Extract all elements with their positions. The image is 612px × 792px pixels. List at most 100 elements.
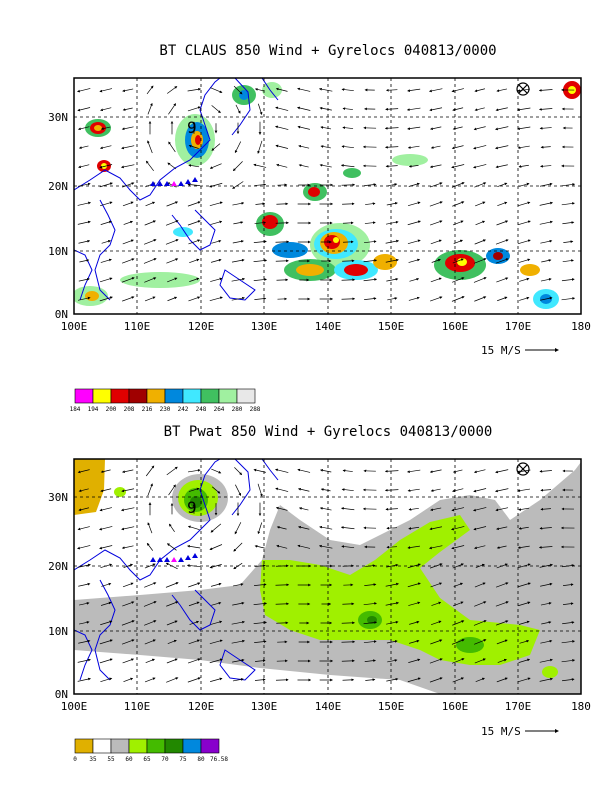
bot-wind-arrow bbox=[254, 678, 266, 682]
bot-wind-arrow bbox=[77, 658, 91, 663]
top-wind-arrow bbox=[233, 85, 243, 95]
bot-wind-arrow bbox=[187, 469, 201, 473]
bot-wind-arrow bbox=[385, 507, 398, 511]
top-wind-arrow bbox=[386, 202, 398, 206]
top-wind-arrow bbox=[407, 220, 421, 226]
top-wind-arrow bbox=[451, 145, 464, 150]
top-wind-arrow bbox=[166, 258, 179, 264]
top-wind-arrow bbox=[146, 85, 154, 95]
top-colorbar-label: 184 bbox=[70, 406, 81, 413]
top-cloud-fields bbox=[74, 81, 581, 309]
bot-wind-arrow bbox=[452, 677, 464, 683]
top-wind-arrow bbox=[474, 296, 487, 302]
top-wind-arrow bbox=[77, 296, 91, 301]
bot-wind-arrow bbox=[187, 658, 201, 664]
bot-wind-arrow bbox=[298, 525, 310, 530]
bot-wind-arrow bbox=[386, 640, 398, 644]
bot-wind-arrow bbox=[257, 483, 263, 497]
top-wind-arrow bbox=[120, 164, 135, 169]
bot-wind-arrow bbox=[320, 469, 332, 473]
bot-wind-arrow bbox=[187, 544, 201, 549]
bot-colorbar-label: 60 bbox=[125, 756, 133, 763]
top-wind-arrow bbox=[474, 239, 486, 245]
top-wind-arrow bbox=[77, 88, 91, 93]
top-colorbar-label: 242 bbox=[178, 406, 189, 413]
top-wind-arrow bbox=[121, 126, 134, 131]
bot-colorbar-label: 0 bbox=[73, 756, 77, 763]
top-wind-arrow bbox=[145, 201, 156, 207]
bot-wind-arrow bbox=[77, 545, 91, 550]
top-wind-arrow bbox=[364, 183, 377, 186]
top-wind-arrow bbox=[408, 296, 420, 301]
bot-wind-arrow bbox=[121, 526, 135, 531]
bot-wind-arrow bbox=[496, 620, 509, 626]
top-wind-arrow bbox=[99, 296, 113, 302]
bot-wind-arrow bbox=[78, 639, 91, 644]
bot-colorbar-swatch bbox=[92, 738, 112, 754]
top-wind-arrow bbox=[385, 258, 399, 263]
bot-wind-arrow bbox=[386, 620, 399, 625]
bot-wind-arrow bbox=[475, 563, 485, 568]
top-colorbar-label: 216 bbox=[142, 406, 153, 413]
top-wind-arrow bbox=[429, 201, 443, 207]
top-wind-arrow bbox=[495, 145, 509, 150]
top-wind-arrow bbox=[475, 201, 486, 207]
top-wind-arrow bbox=[495, 126, 509, 131]
bot-wind-arrow bbox=[430, 639, 443, 645]
bot-wind-arrow bbox=[209, 639, 223, 645]
top-wind-arrow bbox=[562, 221, 575, 225]
bottom-triangle-markers bbox=[150, 553, 198, 562]
top-wind-arrow bbox=[409, 277, 420, 282]
top-wind-arrow bbox=[451, 164, 465, 169]
top-wind-arrow bbox=[78, 277, 90, 282]
bot-wind-arrow bbox=[298, 507, 309, 511]
top-wind-arrow bbox=[341, 183, 356, 187]
top-wind-arrow bbox=[540, 239, 553, 244]
top-wind-arrow bbox=[167, 277, 178, 283]
bot-wind-arrow bbox=[408, 526, 420, 530]
top-wind-arrow bbox=[254, 183, 267, 187]
bot-wind-arrow bbox=[452, 488, 464, 493]
bot-wind-arrow bbox=[188, 487, 200, 492]
top-wind-arrow bbox=[144, 296, 156, 302]
top-wind-arrow bbox=[189, 277, 200, 282]
bot-wind-arrow bbox=[187, 525, 200, 531]
top-wind-arrow bbox=[209, 201, 223, 207]
top-wind-arrow bbox=[254, 221, 267, 225]
top-wind-arrow bbox=[254, 297, 267, 301]
bot-wind-arrow bbox=[363, 621, 378, 625]
bot-wind-arrow bbox=[166, 620, 178, 626]
top-wind-arrow bbox=[145, 160, 154, 172]
top-wind-arrow bbox=[341, 297, 356, 301]
bot-wind-arrow bbox=[187, 677, 201, 683]
top-wind-arrow bbox=[253, 259, 268, 263]
top-colorbar-swatch bbox=[146, 388, 166, 404]
top-wind-arrow bbox=[78, 145, 89, 149]
top-wind-arrow bbox=[452, 107, 464, 112]
top-wind-arrow bbox=[538, 107, 553, 111]
top-wind-arrow bbox=[430, 126, 442, 131]
top-x-tick-label: 140E bbox=[315, 320, 342, 333]
bot-wind-arrow bbox=[387, 659, 398, 663]
bot-wind-arrow bbox=[451, 545, 465, 550]
bot-wind-arrow bbox=[232, 658, 245, 663]
top-wind-arrow bbox=[99, 164, 113, 169]
bot-wind-arrow bbox=[189, 620, 200, 625]
top-wind-arrow bbox=[121, 258, 135, 264]
top-wind-arrow bbox=[387, 297, 398, 301]
top-wind-arrow bbox=[519, 277, 530, 282]
top-wind-arrow bbox=[188, 239, 201, 245]
top-y-tick-label: 30N bbox=[48, 111, 68, 124]
top-wind-arrow bbox=[452, 220, 464, 226]
bot-wind-arrow bbox=[341, 621, 355, 625]
top-wind-arrow bbox=[342, 126, 354, 130]
bot-wind-arrow bbox=[166, 543, 177, 551]
bot-wind-arrow bbox=[517, 488, 531, 493]
bot-wind-arrow bbox=[364, 659, 376, 663]
top-colorbar: 184 194 200 208 216 230 242 248 264 280 288 bbox=[70, 388, 261, 413]
bot-wind-arrow bbox=[231, 639, 246, 644]
bottom-y-axis: 0N 10N 20N 30N bbox=[48, 491, 68, 701]
bot-wind-arrow bbox=[538, 545, 553, 549]
bot-wind-arrow bbox=[77, 526, 90, 531]
bot-wind-arrow bbox=[209, 564, 222, 569]
